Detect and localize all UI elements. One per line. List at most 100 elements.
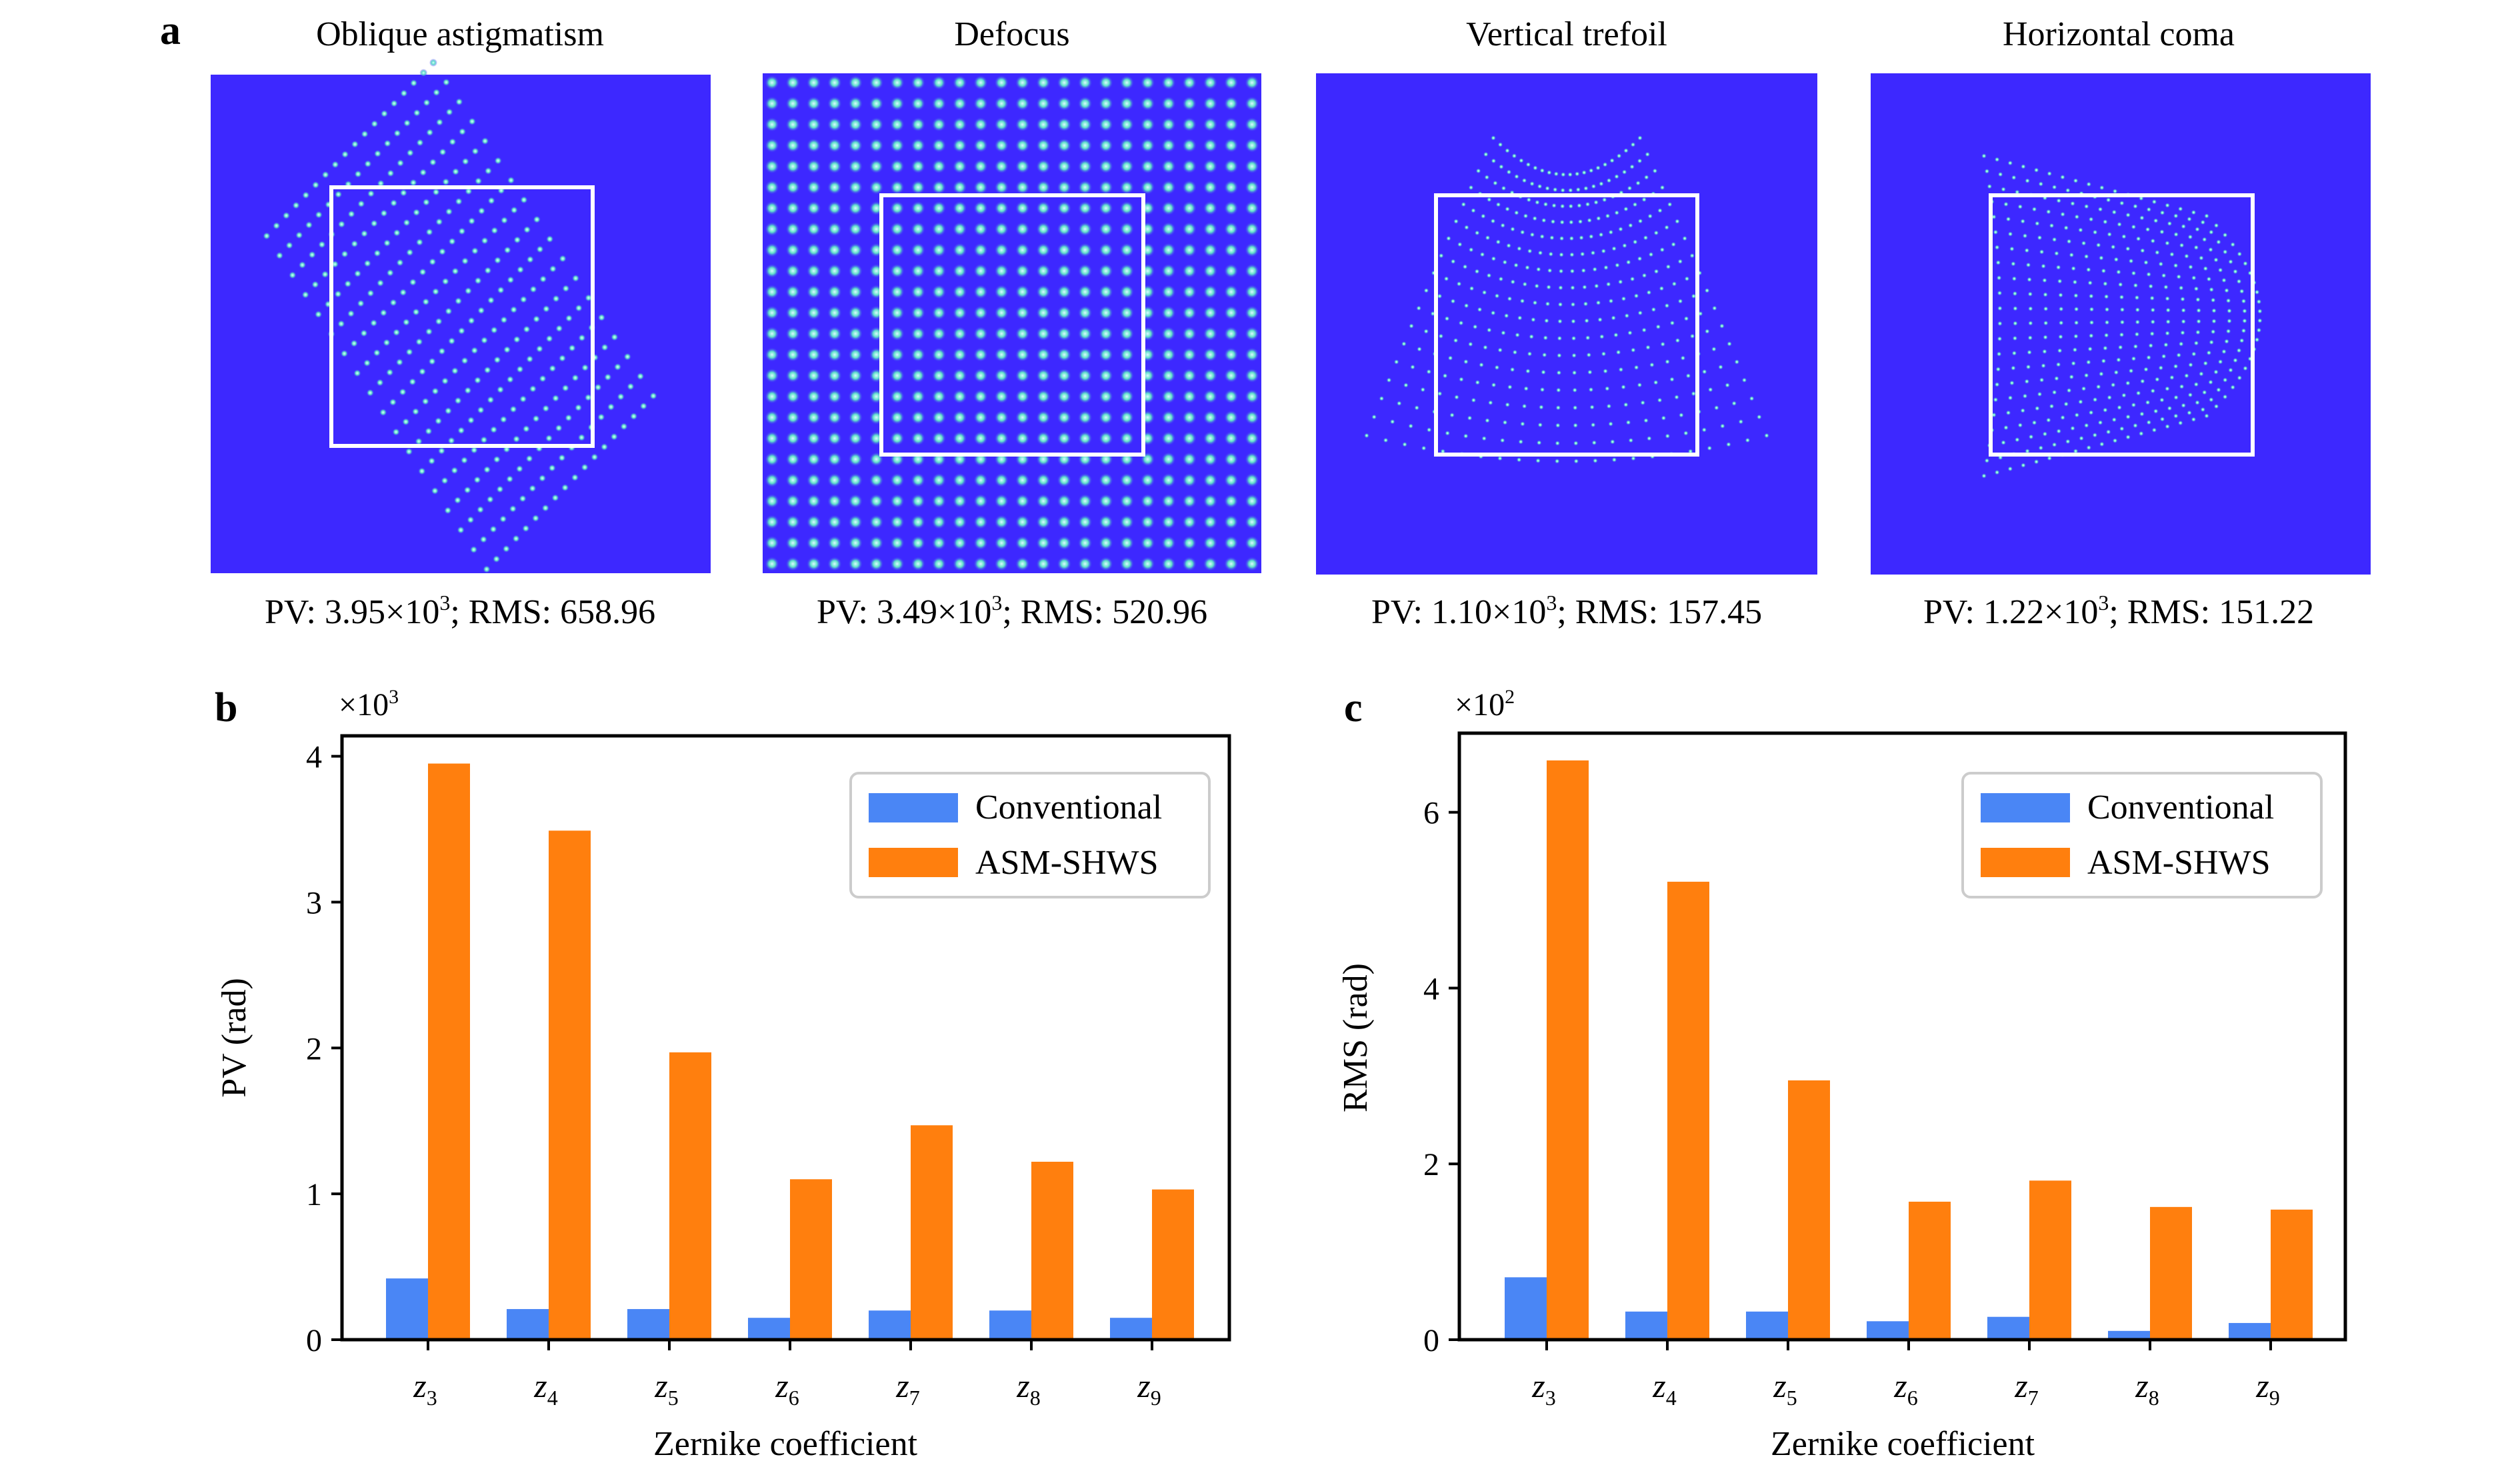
pv-rms-caption: PV: 3.95×103; RMS: 658.96 (265, 591, 655, 631)
spot (2203, 265, 2209, 271)
x-tick-label-z7: z7 (2014, 1367, 2038, 1410)
spot (623, 353, 632, 361)
spot (2146, 419, 2152, 425)
spot (1632, 239, 1638, 245)
spot (545, 335, 554, 343)
spot (2173, 363, 2179, 369)
spot (1161, 326, 1176, 341)
spot (1485, 417, 1490, 423)
spot (2073, 293, 2079, 299)
spot (2196, 307, 2202, 313)
spot (1623, 206, 1629, 212)
bar-asm-shws-z4 (1667, 881, 1709, 1340)
spot (292, 201, 301, 210)
spot (1161, 201, 1176, 216)
spot (2139, 248, 2145, 253)
spot (1995, 367, 2001, 372)
spot (1501, 185, 1507, 191)
spot (765, 389, 779, 404)
spot (827, 452, 842, 467)
spot (952, 263, 967, 279)
spot (1570, 285, 1575, 291)
spot (1057, 557, 1072, 571)
spot (1646, 289, 1652, 295)
spot (973, 515, 988, 530)
spot (571, 473, 579, 482)
spot (931, 535, 947, 551)
spot (594, 383, 603, 392)
image-title: Vertical trefoil (1466, 15, 1667, 53)
image-horizontal-coma: Horizontal coma PV: 1.22×103; RMS: 151.2… (1871, 15, 2371, 631)
spot (2088, 333, 2094, 339)
spot (399, 89, 408, 97)
spot (1245, 305, 1259, 321)
spot (1223, 389, 1239, 404)
spot (1568, 203, 1574, 209)
spot (1625, 419, 1631, 425)
spot (1599, 334, 1605, 340)
spot (2007, 160, 2013, 166)
spot (373, 349, 381, 357)
spot (1036, 117, 1051, 132)
spot (1575, 187, 1581, 193)
spot (1683, 316, 1689, 321)
spot (470, 346, 479, 355)
spot (311, 280, 319, 289)
spot (1541, 369, 1547, 375)
spot (2074, 214, 2080, 220)
spot (357, 299, 365, 308)
spot (952, 159, 967, 174)
spot (1403, 382, 1409, 388)
spot (973, 347, 988, 363)
spot (1098, 117, 1113, 132)
y-tick-label: 0 (1423, 1323, 1439, 1358)
spot (1245, 284, 1259, 299)
spot (1379, 395, 1385, 401)
spot (1495, 239, 1501, 245)
spot (806, 557, 821, 571)
spot (473, 475, 481, 484)
spot (1731, 401, 1737, 407)
spot (848, 452, 863, 467)
spot (911, 410, 926, 425)
spot (1621, 384, 1627, 390)
spot (1223, 515, 1239, 530)
spot (1570, 301, 1576, 307)
spot (453, 496, 462, 505)
spot (1567, 171, 1573, 177)
spot (1621, 243, 1627, 249)
spot (1057, 410, 1072, 425)
spot (1601, 248, 1607, 254)
spot (1577, 219, 1583, 225)
spot (806, 493, 821, 509)
spot (1036, 263, 1051, 279)
spot (369, 319, 378, 327)
spot (487, 296, 495, 305)
spot (2009, 246, 2015, 252)
spot (1621, 296, 1627, 302)
spot (2193, 381, 2199, 387)
spot (2176, 274, 2182, 280)
spot (806, 535, 821, 551)
spot (1588, 387, 1594, 393)
spot (2115, 269, 2121, 275)
spot (931, 389, 947, 404)
spot (2151, 199, 2157, 205)
spot (363, 259, 372, 268)
spot (1140, 75, 1155, 90)
spot (2159, 210, 2165, 216)
spot (521, 524, 530, 533)
spot (2105, 429, 2111, 435)
spot (2256, 327, 2262, 333)
spot (1077, 284, 1093, 299)
spot (848, 347, 863, 363)
spot (2176, 352, 2182, 358)
spot (1571, 319, 1576, 325)
spot (1140, 117, 1155, 132)
spot (973, 221, 988, 237)
spot (1077, 96, 1093, 111)
bar-conventional-z4 (1625, 1311, 1667, 1340)
spot (1458, 320, 1464, 326)
spot (1472, 324, 1478, 330)
spot (1203, 180, 1218, 195)
